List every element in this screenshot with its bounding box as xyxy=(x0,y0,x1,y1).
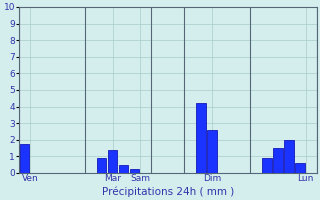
Bar xyxy=(20,144,29,173)
Bar xyxy=(207,130,217,173)
X-axis label: Précipitations 24h ( mm ): Précipitations 24h ( mm ) xyxy=(102,186,234,197)
Bar xyxy=(108,150,117,173)
Bar xyxy=(196,103,205,173)
Bar xyxy=(284,140,294,173)
Bar xyxy=(97,158,107,173)
Bar xyxy=(262,158,272,173)
Bar xyxy=(130,169,140,173)
Bar xyxy=(119,165,128,173)
Bar xyxy=(295,163,305,173)
Bar xyxy=(273,148,283,173)
